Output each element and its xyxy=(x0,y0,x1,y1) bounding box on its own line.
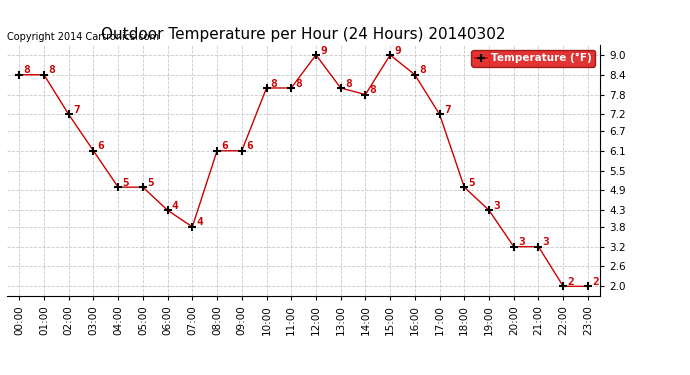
Text: 6: 6 xyxy=(246,141,253,152)
Text: 6: 6 xyxy=(97,141,104,152)
Text: 6: 6 xyxy=(221,141,228,152)
Text: 9: 9 xyxy=(320,45,327,56)
Text: 5: 5 xyxy=(469,178,475,188)
Text: 8: 8 xyxy=(295,79,302,88)
Text: 7: 7 xyxy=(444,105,451,115)
Text: 5: 5 xyxy=(122,178,129,188)
Text: 7: 7 xyxy=(73,105,79,115)
Text: 2: 2 xyxy=(592,277,599,287)
Text: 3: 3 xyxy=(518,237,524,247)
Text: 3: 3 xyxy=(542,237,549,247)
Text: 8: 8 xyxy=(419,65,426,75)
Text: Copyright 2014 Cartronics.com: Copyright 2014 Cartronics.com xyxy=(7,33,159,42)
Legend: Temperature (°F): Temperature (°F) xyxy=(471,50,595,66)
Text: 9: 9 xyxy=(394,45,401,56)
Text: 8: 8 xyxy=(48,65,55,75)
Text: 8: 8 xyxy=(370,85,376,95)
Title: Outdoor Temperature per Hour (24 Hours) 20140302: Outdoor Temperature per Hour (24 Hours) … xyxy=(101,27,506,42)
Text: 4: 4 xyxy=(172,201,179,211)
Text: 8: 8 xyxy=(270,79,277,88)
Text: 5: 5 xyxy=(147,178,154,188)
Text: 3: 3 xyxy=(493,201,500,211)
Text: 2: 2 xyxy=(567,277,574,287)
Text: 8: 8 xyxy=(23,65,30,75)
Text: 4: 4 xyxy=(197,217,204,227)
Text: 8: 8 xyxy=(345,79,352,88)
